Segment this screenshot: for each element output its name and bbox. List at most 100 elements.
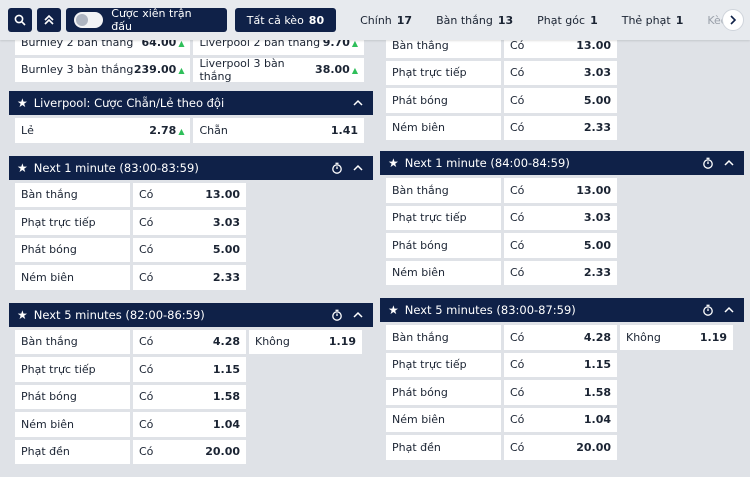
market-row-label: Ném biên <box>386 407 501 432</box>
odds-cell[interactable]: Có 3.03 <box>133 210 246 235</box>
parlay-toggle-label: Cược xiên trận đấu <box>111 7 192 33</box>
tab-count: 17 <box>396 13 413 27</box>
selection-label: Có <box>510 66 525 80</box>
market-row-label: Phạt trực tiếp <box>386 205 501 230</box>
market-row-label: Phạt đền <box>386 435 501 460</box>
collapse-all-button[interactable] <box>36 8 61 32</box>
market-row: Phát bóng Có 5.00 <box>15 237 367 266</box>
odds-cell[interactable]: Chẵn 1.41 <box>193 118 364 143</box>
tab-all-markets[interactable]: Tất cả kèo 80 <box>234 8 337 32</box>
star-icon[interactable]: ★ <box>388 303 399 317</box>
odds-value: 5.00 <box>583 238 611 252</box>
odds-cell[interactable]: Có 1.04 <box>504 407 617 432</box>
market-header[interactable]: ★ Next 5 minutes (82:00-86:59) <box>9 302 373 327</box>
odds-value: 2.78 <box>149 123 177 137</box>
odds-cell[interactable]: Có 3.03 <box>504 205 617 230</box>
odds-cell[interactable]: Có 20.00 <box>504 435 617 460</box>
tab-goals[interactable]: Bàn thắng 13 <box>424 8 525 32</box>
odds-cell[interactable]: Burnley 3 bàn thắng 239.00 ▲ <box>15 57 191 82</box>
selection-label: Có <box>510 93 525 107</box>
next-5-minutes-market: ★ Next 5 minutes (82:00-86:59) Bàn thắng… <box>9 302 373 471</box>
selection-label: Có <box>139 362 154 376</box>
odds-cell[interactable]: Có 5.00 <box>504 233 617 258</box>
market-row-label: Phạt trực tiếp <box>386 60 501 85</box>
odds-cell[interactable]: Không 1.19 <box>620 325 733 350</box>
selection-label: Có <box>139 215 154 229</box>
odds-cell[interactable]: Có 3.03 <box>504 60 617 85</box>
chevron-up-icon[interactable] <box>724 306 734 314</box>
market-body: Bàn thắng Có 4.28 Không 1.19 Phạt trực tiếp C… <box>9 326 373 471</box>
market-header[interactable]: ★ Liverpool: Cược Chẵn/Lẻ theo đội <box>9 91 373 115</box>
next-1-minute-market: ★ Next 1 minute (84:00-84:59) Bàn thắng C… <box>380 151 744 292</box>
market-row-label: Phát bóng <box>386 88 501 113</box>
star-icon[interactable]: ★ <box>17 307 28 322</box>
market-header[interactable]: ★ Next 1 minute (83:00-83:59) <box>9 155 373 180</box>
odds-cell[interactable]: Có 2.33 <box>504 260 617 285</box>
odds-cell[interactable]: Có 1.04 <box>133 412 246 437</box>
star-icon[interactable]: ★ <box>17 96 28 110</box>
odds-cell[interactable]: Có 2.33 <box>133 265 246 290</box>
market-row-label: Phát bóng <box>15 237 130 262</box>
odds-cell[interactable]: Có 20.00 <box>133 439 246 464</box>
left-market-column: Burnley 2 bàn thắng 64.00 ▲ Liverpool 2 bà… <box>9 26 373 477</box>
market-row-label: Phạt trực tiếp <box>386 352 501 377</box>
odds-up-icon: ▲ <box>178 38 185 48</box>
selection-label: Có <box>510 358 525 372</box>
parlay-toggle[interactable]: Cược xiên trận đấu <box>65 7 227 33</box>
odds-value: 1.15 <box>212 362 240 376</box>
odds-cell[interactable]: Có 4.28 <box>504 325 617 350</box>
odds-cell[interactable]: Có 5.00 <box>133 237 246 262</box>
odds-value: 1.19 <box>699 330 727 344</box>
odds-cell[interactable]: Có 1.15 <box>133 357 246 382</box>
market-row-label: Ném biên <box>386 115 501 140</box>
market-row: Ném biên Có 2.33 <box>386 260 738 289</box>
odds-up-icon: ▲ <box>351 38 358 48</box>
toggle-switch[interactable] <box>73 12 104 28</box>
selection-label: Không <box>626 330 661 344</box>
chevron-up-icon[interactable] <box>353 164 363 172</box>
market-body: Bàn thắng Có 13.00 Phạt trực tiếp Có 3.03 Ph… <box>9 179 373 297</box>
chevron-up-icon[interactable] <box>724 159 734 167</box>
odds-up-icon: ▲ <box>178 66 185 76</box>
odds-cell[interactable]: Có 4.28 <box>133 329 246 354</box>
chevron-up-icon[interactable] <box>353 311 363 319</box>
odds-value: 13.00 <box>576 183 611 197</box>
selection-label: Có <box>510 385 525 399</box>
chevron-up-icon[interactable] <box>353 99 363 107</box>
selection-label: Có <box>510 266 525 280</box>
market-row-label: Bàn thắng <box>386 178 501 203</box>
tab-corners[interactable]: Phạt góc 1 <box>525 8 610 32</box>
odds-cell[interactable]: Lẻ 2.78 ▲ <box>15 118 191 143</box>
star-icon[interactable]: ★ <box>17 160 28 175</box>
market-header[interactable]: ★ Next 5 minutes (83:00-87:59) <box>380 298 744 322</box>
odds-cell[interactable]: Có 1.15 <box>504 352 617 377</box>
tab-cards[interactable]: Thẻ phạt 1 <box>610 8 696 32</box>
star-icon[interactable]: ★ <box>388 156 399 170</box>
search-icon <box>14 14 26 26</box>
tab-main[interactable]: Chính 17 <box>348 8 424 32</box>
odds-cell[interactable]: Có 2.33 <box>504 115 617 140</box>
search-button[interactable] <box>8 8 32 32</box>
odds-cell[interactable]: Có 1.58 <box>133 384 246 409</box>
odds-cell[interactable]: Có 13.00 <box>133 182 246 207</box>
odds-cell[interactable]: Liverpool 3 bàn thắng 38.00 ▲ <box>193 57 364 83</box>
odds-value: 4.28 <box>583 330 611 344</box>
market-row: Phạt trực tiếp Có 3.03 <box>386 60 738 89</box>
market-row: Ném biên Có 1.04 <box>386 407 738 436</box>
odds-cell[interactable]: Có 13.00 <box>504 178 617 203</box>
odds-value: 5.00 <box>212 243 240 257</box>
odds-up-icon: ▲ <box>351 66 358 76</box>
market-row-label: Phạt đền <box>15 439 130 464</box>
market-body: Bàn thắng Có 13.00 Phạt trực tiếp Có 3.03 Ph… <box>380 175 744 292</box>
selection-label: Có <box>510 330 525 344</box>
odds-cell[interactable]: Không 1.19 <box>249 329 362 354</box>
odds-cell[interactable]: Có 5.00 <box>504 88 617 113</box>
scroll-tabs-right-button[interactable] <box>722 9 744 31</box>
market-row: Phạt trực tiếp Có 1.15 <box>386 352 738 381</box>
selection-label: Có <box>510 121 525 135</box>
odds-value: 20.00 <box>576 440 611 454</box>
market-header[interactable]: ★ Next 1 minute (84:00-84:59) <box>380 151 744 175</box>
tab-label: Tất cả kèo <box>246 13 304 27</box>
odds-cell[interactable]: Có 1.58 <box>504 380 617 405</box>
double-chevron-up-icon <box>44 14 54 25</box>
